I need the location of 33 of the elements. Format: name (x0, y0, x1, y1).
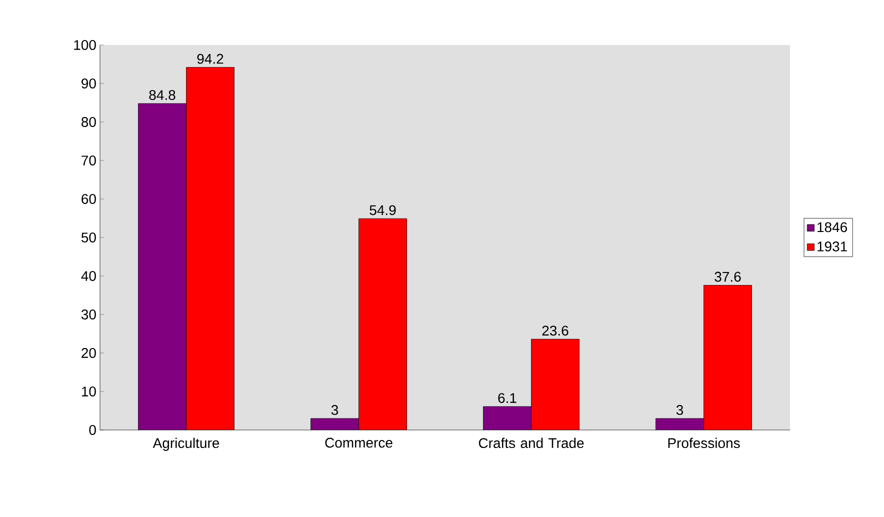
data-label: 54.9 (370, 205, 396, 216)
y-tick-label: 60 (82, 194, 96, 204)
bar (186, 67, 234, 430)
legend-label: 1846 (818, 222, 847, 232)
bar (656, 418, 704, 430)
y-tick-label: 70 (82, 156, 96, 166)
x-tick-label: Crafts and Trade (478, 438, 584, 448)
y-tick-label: 90 (82, 78, 96, 88)
y-tick-label: 0 (89, 425, 96, 435)
x-tick-label: Professions (668, 438, 740, 448)
data-label: 3 (331, 405, 338, 415)
data-label: 94.2 (197, 54, 224, 64)
data-label: 23.6 (542, 326, 568, 336)
bar (310, 418, 359, 430)
y-tick-label: 40 (81, 271, 96, 281)
x-tick-label: Commerce (325, 438, 392, 448)
y-tick-label: 50 (81, 232, 96, 242)
data-label: 84.8 (149, 90, 176, 100)
y-tick-label: 80 (82, 117, 96, 127)
bar (358, 218, 407, 430)
y-tick-label: 30 (81, 310, 96, 320)
legend-label: 1931 (818, 241, 847, 252)
x-tick-label: Agriculture (152, 438, 220, 451)
y-tick-label: 10 (82, 386, 96, 396)
y-tick-label: 100 (74, 40, 96, 50)
bar (483, 406, 532, 430)
data-label: 3 (676, 405, 684, 415)
bar (704, 285, 752, 430)
bar (531, 339, 580, 430)
data-label: 6.1 (498, 393, 516, 403)
bar (138, 104, 186, 430)
y-tick-label: 20 (82, 348, 96, 358)
data-label: 37.6 (714, 272, 741, 282)
